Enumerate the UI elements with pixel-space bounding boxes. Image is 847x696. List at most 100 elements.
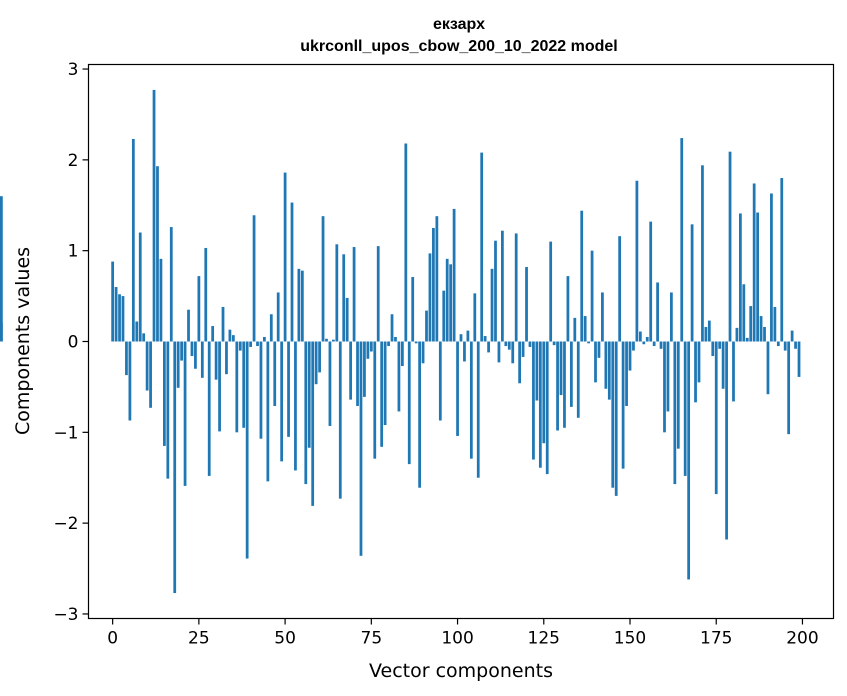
bar xyxy=(394,336,397,342)
bar xyxy=(642,341,646,345)
bar xyxy=(290,202,294,342)
bar xyxy=(442,290,446,342)
bar xyxy=(266,341,270,482)
bar xyxy=(663,341,666,433)
bar xyxy=(190,341,194,357)
bar xyxy=(652,341,656,347)
bar xyxy=(525,267,528,342)
x-axis-label: Vector components xyxy=(369,660,553,682)
bar xyxy=(335,244,339,342)
bar xyxy=(742,284,746,342)
x-tick-label: 200 xyxy=(786,629,818,649)
bar xyxy=(607,341,611,400)
bar xyxy=(231,335,235,342)
y-tick-label: −3 xyxy=(53,605,78,625)
bar xyxy=(307,341,311,448)
bar xyxy=(0,322,3,342)
bar xyxy=(356,341,359,406)
bar xyxy=(604,341,608,389)
bar xyxy=(783,341,787,351)
bar xyxy=(545,341,549,475)
y-tick-label: 3 xyxy=(68,60,79,80)
bar xyxy=(345,297,349,342)
bar xyxy=(542,341,546,444)
bar xyxy=(318,341,321,373)
bar xyxy=(359,341,363,556)
bar xyxy=(242,341,246,428)
bar xyxy=(687,341,691,580)
bar xyxy=(535,341,539,401)
bar xyxy=(501,230,504,342)
bar xyxy=(528,341,532,347)
bar xyxy=(390,314,394,342)
bar xyxy=(476,341,480,478)
bar xyxy=(218,341,221,432)
bar xyxy=(590,250,594,342)
bar xyxy=(618,236,622,342)
bar xyxy=(287,341,290,437)
bar xyxy=(235,341,239,433)
bar xyxy=(169,227,173,342)
bar xyxy=(121,296,125,342)
bar xyxy=(511,341,515,364)
bar xyxy=(228,329,232,342)
bar xyxy=(197,276,201,342)
bar xyxy=(404,143,408,342)
bar xyxy=(473,293,477,342)
y-axis-label: Components values xyxy=(12,247,34,435)
bar xyxy=(638,331,642,342)
bar xyxy=(332,339,335,342)
x-axis-ticks: 0 25 50 75 100 125 150 175 200 xyxy=(107,618,819,649)
bar xyxy=(414,341,418,344)
bar xyxy=(494,240,497,342)
bar xyxy=(156,166,159,342)
bar xyxy=(128,341,132,421)
bar xyxy=(569,341,573,407)
bar xyxy=(628,341,632,371)
bar xyxy=(207,341,211,476)
bar xyxy=(701,165,704,342)
bar xyxy=(790,330,794,342)
bar xyxy=(521,341,525,357)
bars-group xyxy=(0,89,801,594)
bar xyxy=(311,341,315,506)
x-tick-label: 175 xyxy=(700,629,732,649)
bar xyxy=(576,341,580,418)
bar xyxy=(187,309,190,342)
bar xyxy=(573,317,577,342)
bar xyxy=(373,341,377,459)
bar xyxy=(707,320,711,342)
x-tick-label: 25 xyxy=(188,629,210,649)
y-axis-ticks: −3 −2 −1 0 1 2 3 xyxy=(53,60,89,625)
bar xyxy=(383,341,387,426)
bar xyxy=(456,341,459,436)
bar xyxy=(445,258,449,342)
bar xyxy=(763,326,766,342)
bar xyxy=(625,341,628,406)
bar xyxy=(418,341,421,488)
bar xyxy=(366,341,370,359)
bar xyxy=(583,316,587,342)
bar xyxy=(273,341,277,406)
bar xyxy=(449,264,453,342)
bar xyxy=(745,337,749,342)
bar xyxy=(666,341,670,412)
bar xyxy=(732,341,735,402)
bar xyxy=(204,247,208,342)
bar xyxy=(773,306,777,342)
bar xyxy=(425,310,428,342)
bar xyxy=(166,341,170,479)
bar xyxy=(556,341,559,431)
bar xyxy=(549,241,553,342)
bar xyxy=(739,213,742,342)
bar xyxy=(400,341,404,367)
bar xyxy=(328,341,332,426)
bar xyxy=(145,341,149,391)
bar xyxy=(490,268,494,342)
x-tick-label: 0 xyxy=(107,629,118,649)
bar xyxy=(411,277,415,342)
bar xyxy=(483,336,487,342)
y-tick-label: −2 xyxy=(53,514,78,534)
bar xyxy=(194,341,197,369)
bar xyxy=(725,341,728,540)
